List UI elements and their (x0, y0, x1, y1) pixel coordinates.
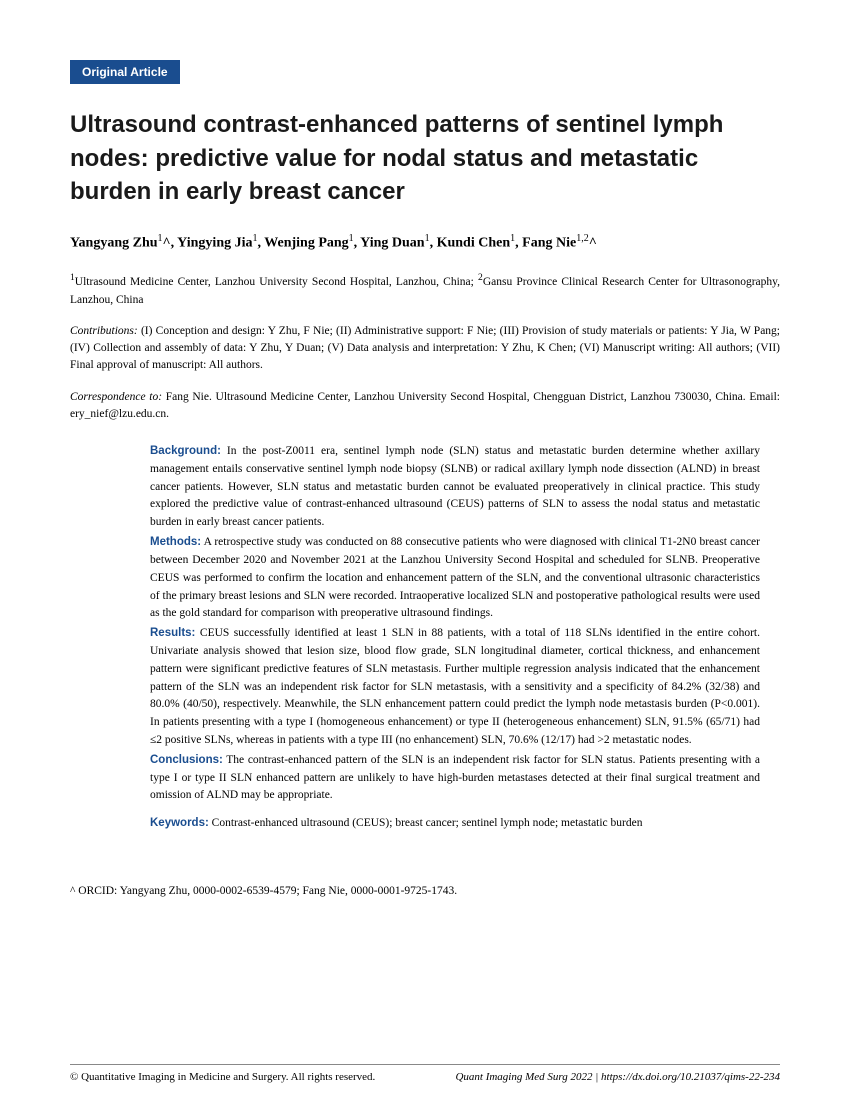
footer-citation: Quant Imaging Med Surg 2022 | https://dx… (455, 1071, 780, 1083)
correspondence: Correspondence to: Fang Nie. Ultrasound … (70, 389, 780, 424)
results-text: CEUS successfully identified at least 1 … (150, 627, 760, 746)
abstract-methods: Methods: A retrospective study was condu… (150, 534, 760, 623)
methods-heading: Methods: (150, 536, 201, 548)
contributions: Contributions: (I) Conception and design… (70, 323, 780, 375)
methods-text: A retrospective study was conducted on 8… (150, 536, 760, 619)
footer-copyright: © Quantitative Imaging in Medicine and S… (70, 1071, 375, 1083)
abstract-conclusions: Conclusions: The contrast-enhanced patte… (150, 752, 760, 805)
article-title: Ultrasound contrast-enhanced patterns of… (70, 108, 780, 209)
keywords-heading: Keywords: (150, 817, 209, 829)
results-heading: Results: (150, 627, 195, 639)
contributions-text: (I) Conception and design: Y Zhu, F Nie;… (70, 325, 780, 372)
correspondence-text: Fang Nie. Ultrasound Medicine Center, La… (70, 391, 780, 420)
abstract-block: Background: In the post-Z0011 era, senti… (150, 443, 760, 833)
abstract-keywords: Keywords: Contrast-enhanced ultrasound (… (150, 815, 760, 833)
background-text: In the post-Z0011 era, sentinel lymph no… (150, 445, 760, 528)
abstract-results: Results: CEUS successfully identified at… (150, 625, 760, 750)
conclusions-heading: Conclusions: (150, 754, 223, 766)
keywords-text: Contrast-enhanced ultrasound (CEUS); bre… (209, 817, 643, 829)
background-heading: Background: (150, 445, 221, 457)
correspondence-label: Correspondence to: (70, 391, 162, 403)
affiliations: 1Ultrasound Medicine Center, Lanzhou Uni… (70, 271, 780, 308)
authors-list: Yangyang Zhu1^, Yingying Jia1, Wenjing P… (70, 231, 780, 254)
conclusions-text: The contrast-enhanced pattern of the SLN… (150, 754, 760, 802)
contributions-label: Contributions: (70, 325, 138, 337)
article-type-badge: Original Article (70, 60, 180, 84)
page-footer: © Quantitative Imaging in Medicine and S… (70, 1064, 780, 1083)
abstract-background: Background: In the post-Z0011 era, senti… (150, 443, 760, 532)
orcid-line: ^ ORCID: Yangyang Zhu, 0000-0002-6539-45… (70, 883, 780, 900)
